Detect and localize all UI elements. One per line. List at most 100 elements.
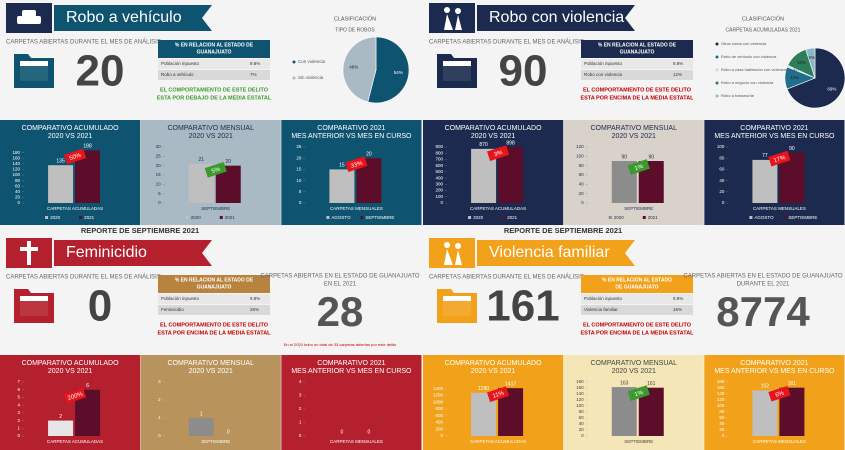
legend-label: 2021 — [648, 215, 659, 220]
y-tick-label: 120 — [12, 167, 20, 172]
category-label: CARPETAS MENSUALES — [330, 439, 383, 444]
bar — [188, 418, 214, 436]
legend-label: AGOSTO — [754, 215, 774, 220]
folder-front — [437, 301, 477, 323]
y-tick-label: 30 — [156, 144, 162, 149]
title-banner — [54, 5, 212, 31]
y-tick-label: 80 — [579, 163, 585, 168]
icon-cross — [27, 241, 31, 265]
category-label: CARPETAS MENSUALES — [753, 206, 806, 211]
y-tick-label: 2 — [158, 397, 161, 402]
y-tick-label: 80 — [15, 178, 21, 183]
y-tick-label: 2 — [17, 418, 20, 423]
table-row — [158, 70, 270, 80]
badge-shape — [204, 161, 227, 178]
y-tick-label: 25 — [156, 154, 162, 159]
table-cell: Violencia familiar — [584, 307, 618, 312]
y-tick-label: 100 — [717, 144, 725, 149]
bar-value-label: 2 — [59, 414, 62, 420]
badge-label: 50% — [69, 152, 83, 162]
y-tick-label: 60 — [579, 415, 585, 420]
state-value: 28 — [317, 288, 364, 335]
title-banner — [477, 5, 635, 31]
table-cell: 25% — [250, 307, 259, 312]
y-tick-label: 100 — [717, 403, 725, 408]
comment: ESTA POR DEBAJO DE LA MEDIA ESTATAL — [157, 95, 272, 101]
y-tick-label: 20 — [719, 427, 725, 432]
icon-figure — [444, 14, 462, 30]
bar-value-label: 0 — [341, 429, 344, 435]
chart-subtitle: 2020 VS 2021 — [189, 133, 233, 140]
y-tick-label: 3 — [299, 393, 302, 398]
carpetas-label: CARPETAS ABIERTAS DURANTE EL MES DE ANÁL… — [6, 274, 161, 281]
y-tick-label: 180 — [576, 379, 584, 384]
y-tick-label: 0 — [158, 433, 161, 438]
badge-label: 17% — [773, 155, 787, 165]
pie-slice — [367, 36, 410, 104]
legend-swatch — [715, 55, 719, 59]
legend-label: 2020 — [614, 215, 625, 220]
icon-figure — [444, 242, 450, 248]
y-tick-label: 140 — [12, 161, 20, 166]
comment: EL COMPORTAMIENTO DE ESTE DELITO — [160, 322, 269, 328]
y-tick-label: 80 — [719, 155, 725, 160]
icon-cross — [20, 247, 38, 251]
change-badge: 3% — [487, 145, 510, 161]
chart-title: COMPARATIVO MENSUAL — [168, 360, 255, 367]
category-label: SEPTIEMBRE — [201, 206, 230, 211]
change-badge: 6% — [768, 385, 791, 402]
legend-swatch — [292, 76, 296, 80]
table-cell: Feminicidio — [161, 307, 184, 312]
y-tick-label: 3 — [158, 379, 161, 384]
y-tick-label: 0 — [581, 200, 584, 205]
table-cell: Población inpuesto — [584, 296, 623, 301]
chart-subtitle: 2020 VS 2021 — [471, 133, 515, 140]
y-tick-label: 20 — [15, 195, 21, 200]
table-header-text: GUANAJUATO — [197, 284, 232, 290]
y-tick-label: 40 — [579, 421, 585, 426]
section-title: Violencia familiar — [489, 244, 610, 261]
y-tick-label: 300 — [435, 182, 443, 187]
chart-title: COMPARATIVO MENSUAL — [591, 125, 678, 132]
table-row — [581, 294, 693, 304]
title-banner — [477, 240, 635, 266]
chart-subtitle: MES ANTERIOR VS MES EN CURSO — [291, 368, 412, 375]
y-tick-label: 20 — [296, 155, 302, 160]
y-tick-label: 120 — [576, 144, 584, 149]
badge-label: 11% — [492, 390, 505, 399]
y-tick-label: 800 — [435, 406, 443, 411]
bar-value-label: 21 — [198, 157, 204, 163]
table-header-text: % EN RELACION AL ESTADO DE — [598, 42, 677, 48]
y-tick-label: 180 — [717, 379, 725, 384]
y-tick-label: 60 — [15, 183, 21, 188]
change-badge: 1% — [627, 159, 650, 175]
icon-figure — [444, 249, 462, 265]
table-header-text: DE GUANAJUATO — [615, 284, 658, 290]
y-tick-label: 180 — [12, 150, 20, 155]
y-tick-label: 4 — [299, 379, 302, 384]
y-tick-label: 40 — [15, 189, 21, 194]
legend-swatch — [79, 216, 83, 219]
pie-value-label: 12% — [790, 75, 799, 80]
chart-subtitle: 2020 VS 2021 — [48, 133, 92, 140]
pie-value-label: 46% — [349, 64, 358, 69]
legend-swatch — [715, 81, 719, 85]
table-header-text: % EN RELACION AL ESTADO DE — [175, 277, 254, 283]
legend-label: 2021 — [84, 215, 95, 220]
change-badge: 50% — [64, 148, 87, 165]
pie-title: CLASIFICACIÓN — [334, 15, 376, 22]
folder-front — [14, 301, 54, 323]
state-label: CARPETAS ABIERTAS EN EL ESTADO DE GUANAJ… — [683, 274, 842, 280]
legend-label: 2021 — [507, 215, 518, 220]
legend-label: 2020 — [473, 215, 484, 220]
y-tick-label: 100 — [576, 154, 584, 159]
chart-subtitle: 2020 VS 2021 — [612, 133, 656, 140]
state-note: En el 2020 hubo un total de 33 carpetas … — [284, 342, 397, 347]
y-tick-label: 3 — [17, 410, 20, 415]
bar — [752, 159, 778, 203]
icon-figure — [455, 243, 461, 249]
legend-swatch — [608, 216, 612, 219]
bar-value-label: 161 — [788, 381, 797, 387]
chart-subtitle: MES ANTERIOR VS MES EN CURSO — [714, 133, 835, 140]
bar-value-label: 161 — [647, 381, 656, 387]
